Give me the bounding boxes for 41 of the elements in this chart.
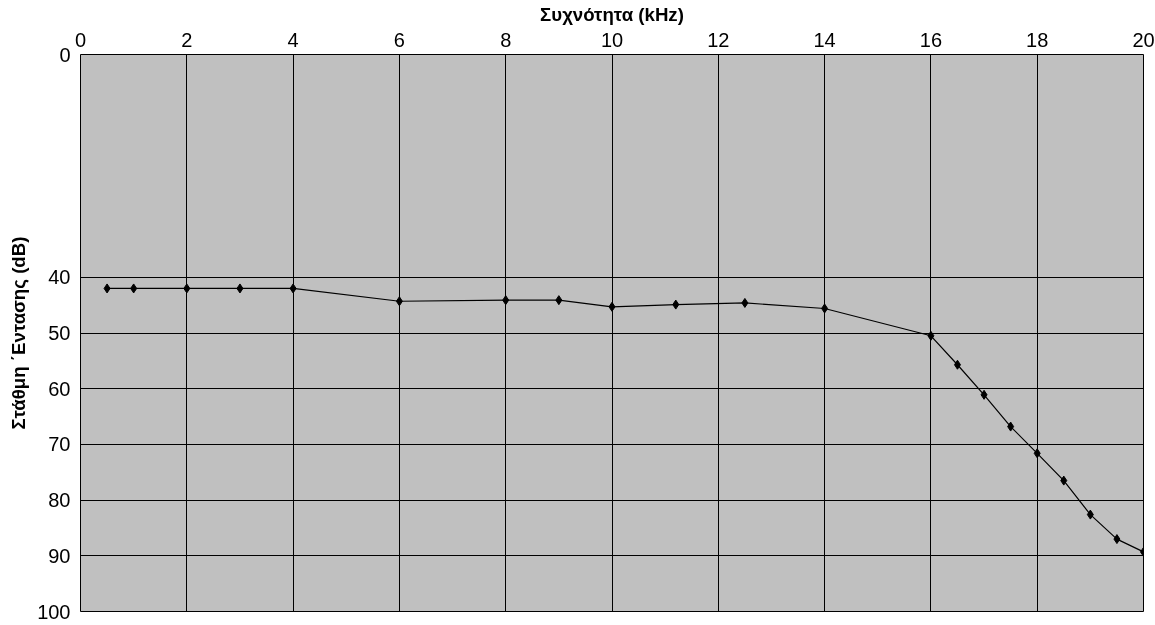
x-tick-label: 4 (287, 28, 299, 51)
x-tick-label: 20 (1132, 28, 1155, 51)
point (953, 359, 961, 370)
x-axis-title: Συχνότητα (kHz) (540, 3, 684, 25)
x-tick-label: 14 (813, 28, 836, 51)
point (502, 295, 510, 306)
x-tick-label: 12 (707, 28, 730, 51)
point (672, 299, 680, 310)
x-tick-label: 16 (919, 28, 943, 51)
point (1113, 534, 1121, 545)
x-tick-label: 0 (74, 28, 87, 51)
point (236, 283, 244, 294)
y-tick-label: 40 (48, 266, 71, 289)
x-tick-label: 18 (1026, 28, 1049, 51)
x-tick-label: 8 (500, 28, 512, 51)
y-tick-label: 100 (37, 600, 71, 623)
y-axis-title: Στάθμη ΄Εντασης (dB) (8, 236, 30, 430)
point (608, 301, 616, 312)
point (1060, 475, 1068, 486)
point (1033, 448, 1041, 459)
point (395, 296, 403, 307)
y-tick-label: 0 (59, 43, 71, 66)
point (741, 297, 749, 308)
y-tick-label: 80 (48, 489, 71, 512)
y-tick-label: 50 (48, 322, 71, 344)
point (130, 283, 138, 294)
point (555, 295, 563, 306)
y-tick-label: 90 (48, 544, 71, 567)
point (1007, 421, 1015, 432)
x-tick-label: 2 (181, 28, 193, 51)
point (103, 283, 111, 294)
point (980, 389, 988, 400)
x-tick-label: 10 (600, 28, 624, 51)
x-tick-label: 6 (393, 28, 405, 51)
point (183, 283, 191, 294)
point (927, 330, 935, 341)
point (289, 283, 297, 294)
y-tick-label: 60 (48, 377, 71, 400)
point (1086, 509, 1094, 520)
y-tick-label: 70 (48, 433, 71, 456)
point (821, 303, 829, 314)
